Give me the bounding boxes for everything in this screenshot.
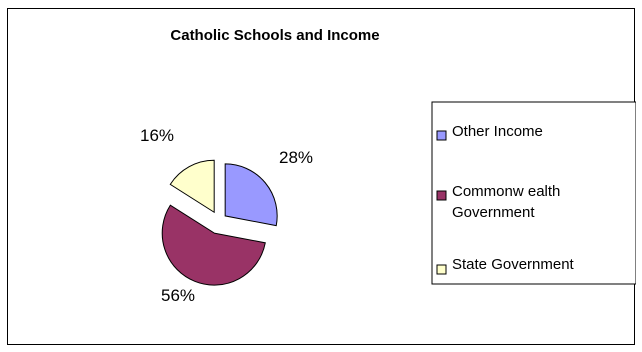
pie-chart: Catholic Schools and Income 28% 56% 16% Ot… bbox=[140, 27, 636, 305]
pie-slice-3 bbox=[169, 159, 215, 214]
data-label-2: 56% bbox=[161, 286, 195, 305]
legend bbox=[431, 101, 636, 285]
data-label-1: 28% bbox=[279, 148, 313, 167]
legend-label-2-line-2: Government bbox=[452, 204, 535, 221]
legend-label-1: Other Income bbox=[452, 123, 543, 140]
pie-slices bbox=[161, 159, 278, 286]
legend-swatch-3 bbox=[436, 264, 447, 275]
legend-label-3: State Government bbox=[452, 256, 575, 273]
chart-title: Catholic Schools and Income bbox=[170, 27, 379, 44]
chart-area: Catholic Schools and Income 28% 56% 16% Ot… bbox=[7, 8, 636, 345]
legend-label-2-line-1: Commonw ealth bbox=[452, 183, 560, 200]
legend-items: Other Income Commonw ealth Government State… bbox=[436, 123, 575, 275]
pie-slice-1 bbox=[224, 163, 278, 227]
data-label-3: 16% bbox=[140, 126, 174, 145]
legend-swatch-1 bbox=[436, 130, 447, 141]
data-labels: 28% 56% 16% bbox=[140, 126, 313, 305]
pie-slice-2 bbox=[161, 204, 266, 286]
legend-swatch-2 bbox=[436, 190, 447, 201]
